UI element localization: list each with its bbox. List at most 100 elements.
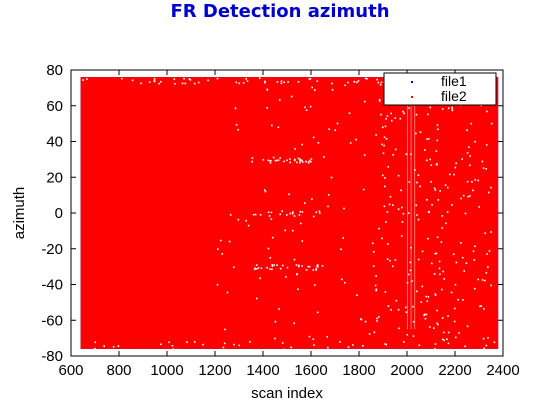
gap-dot — [286, 159, 288, 162]
gap-dot — [357, 80, 360, 82]
gap-dot — [450, 291, 453, 294]
gap-dot — [310, 158, 313, 160]
gap-dot — [442, 338, 444, 341]
gap-dot — [488, 250, 491, 252]
gap-dot — [183, 77, 185, 80]
gap-dot — [237, 128, 239, 131]
gap-dot — [435, 164, 438, 166]
legend: file1 file2 — [383, 72, 497, 106]
gap-dot — [382, 174, 384, 177]
gap-dot — [405, 153, 407, 155]
gap-dot — [482, 337, 485, 340]
gap-dot — [326, 336, 328, 338]
gap-dot — [412, 335, 415, 337]
gap-dot — [481, 160, 484, 163]
gap-dot — [451, 107, 453, 110]
gap-dot — [312, 338, 315, 340]
gap-dot — [112, 346, 115, 348]
gap-dot — [406, 334, 409, 336]
gap-dot — [424, 317, 427, 320]
gap-dot — [443, 278, 445, 280]
gap-dot — [399, 117, 402, 120]
gap-dot — [277, 159, 280, 161]
x-tick-label: 1800 — [342, 362, 375, 379]
gap-dot — [454, 166, 457, 169]
gap-dot — [177, 348, 179, 351]
y-tick-label: -20 — [41, 241, 63, 258]
gap-dot — [278, 308, 280, 310]
gap-dot — [362, 188, 365, 191]
gap-dot — [298, 264, 300, 267]
gap-dot — [290, 95, 293, 98]
gap-dot — [235, 81, 238, 84]
gap-dot — [415, 113, 418, 116]
gap-dot — [394, 148, 397, 151]
legend-marker-file1 — [411, 81, 413, 83]
gap-dot — [453, 173, 455, 176]
gap-dot — [270, 211, 273, 214]
gap-dot — [487, 337, 489, 339]
gap-dot — [429, 326, 431, 328]
gap-dot — [323, 156, 325, 158]
gap-dot — [437, 128, 439, 131]
gap-dot — [416, 214, 418, 216]
gap-dot — [467, 195, 469, 198]
gap-dot — [294, 148, 296, 150]
gap-dot — [308, 265, 311, 268]
gap-dot — [237, 218, 240, 221]
gap-dot — [433, 327, 435, 329]
gap-dot — [424, 149, 426, 151]
gap-dot — [280, 82, 283, 85]
gap-dot — [297, 288, 299, 290]
gap-dot — [447, 315, 449, 317]
gap-dot — [402, 110, 404, 113]
gap-dot — [460, 197, 462, 200]
gap-dot — [469, 155, 471, 157]
gap-dot — [294, 158, 296, 161]
gap-dot — [279, 267, 282, 270]
gap-dot — [293, 215, 296, 217]
gap-dot — [216, 283, 219, 286]
gap-dot — [220, 239, 222, 242]
gap-dot — [235, 124, 238, 126]
gap-dot — [466, 180, 469, 183]
gap-dot — [415, 204, 418, 207]
gap-dot — [439, 273, 441, 276]
gap-dot — [454, 283, 457, 286]
gap-dot — [327, 346, 329, 349]
gap-dot — [246, 80, 249, 82]
gap-dot — [462, 299, 464, 301]
gap-dot — [301, 161, 304, 163]
gap-dot — [385, 138, 388, 140]
gap-dot — [389, 195, 392, 198]
gap-dot — [430, 181, 432, 183]
gap-dot — [451, 109, 454, 112]
gap-dot — [427, 237, 429, 240]
gap-dot — [460, 242, 462, 244]
gap-dot — [436, 139, 439, 142]
gap-dot — [427, 113, 429, 116]
gap-dot — [279, 157, 281, 159]
gap-dot — [305, 269, 308, 271]
gap-dot — [309, 78, 312, 80]
gap-dot — [234, 107, 237, 110]
gap-line — [410, 105, 412, 330]
gap-dot — [441, 317, 444, 319]
gap-dot — [272, 156, 275, 159]
gap-dot — [384, 291, 387, 293]
gap-dot — [238, 344, 241, 347]
gap-dot — [434, 348, 436, 350]
gap-dot — [452, 253, 455, 256]
gap-dot — [299, 159, 301, 162]
gap-dot — [390, 112, 392, 115]
gap-dot — [222, 346, 225, 349]
gap-dot — [474, 287, 476, 290]
gap-dot — [447, 331, 450, 334]
gap-dot — [266, 266, 268, 269]
gap-dot — [360, 318, 363, 321]
gap-dot — [410, 153, 412, 156]
gap-dot — [289, 161, 291, 164]
gap-dot — [94, 347, 96, 350]
gap-dot — [403, 112, 405, 115]
gap-dot — [121, 77, 123, 80]
